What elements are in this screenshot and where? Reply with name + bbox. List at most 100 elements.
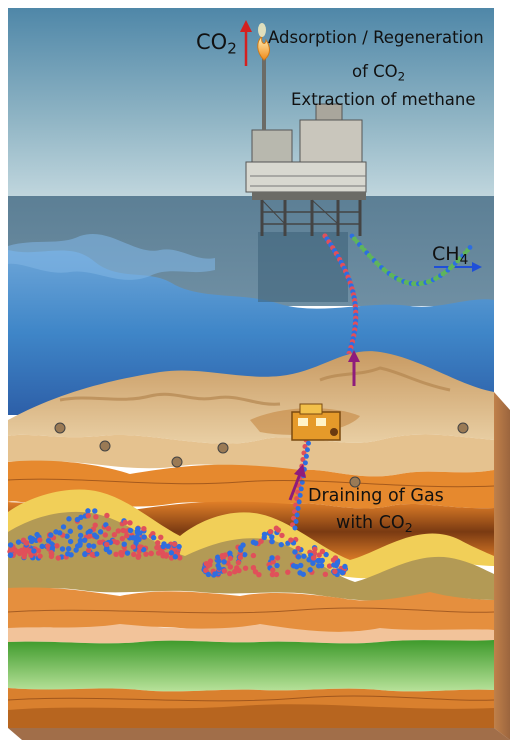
molecule-dot bbox=[296, 499, 302, 505]
molecule-dot bbox=[148, 550, 154, 557]
gas-molecules-right bbox=[201, 437, 349, 578]
molecule-dot bbox=[137, 530, 143, 536]
molecule-dot bbox=[82, 551, 88, 558]
molecule-dot bbox=[236, 567, 242, 574]
molecule-dot bbox=[48, 532, 54, 538]
molecule-dot bbox=[37, 537, 43, 543]
molecule-dot bbox=[319, 548, 326, 555]
molecule-dot bbox=[316, 552, 322, 558]
molecule-dot bbox=[97, 529, 104, 535]
molecule-dot bbox=[55, 555, 61, 561]
molecule-dot bbox=[267, 528, 274, 535]
molecule-dot bbox=[111, 532, 118, 538]
rock-layer-orange-1 bbox=[8, 460, 494, 509]
rock-layer-green bbox=[8, 640, 494, 692]
strata-lines bbox=[7, 478, 495, 702]
gas-flare-icon bbox=[257, 23, 270, 61]
molecule-dot bbox=[86, 542, 92, 549]
molecule-dot bbox=[305, 440, 311, 446]
molecule-dot bbox=[130, 544, 136, 550]
molecule-dot bbox=[104, 541, 110, 548]
molecule-dot bbox=[242, 565, 249, 571]
process-label-line2: of CO2 bbox=[352, 62, 406, 84]
molecule-dot bbox=[115, 528, 121, 534]
molecule-dot bbox=[334, 559, 341, 566]
molecule-dot bbox=[103, 522, 109, 528]
sand-layer bbox=[8, 434, 494, 477]
molecule-dot bbox=[92, 522, 98, 528]
molecule-dot bbox=[113, 551, 119, 558]
molecule-dot bbox=[332, 568, 338, 575]
molecule-dot bbox=[65, 546, 72, 552]
molecule-dot bbox=[90, 543, 97, 549]
molecule-dot bbox=[326, 563, 333, 569]
seabed-rig-icon bbox=[291, 403, 341, 441]
molecule-dot bbox=[330, 557, 337, 563]
molecule-dot bbox=[87, 533, 93, 539]
molecule-dot bbox=[256, 572, 262, 578]
molecule-dot bbox=[49, 545, 56, 551]
molecule-dot bbox=[302, 460, 308, 466]
molecule-dot bbox=[295, 554, 302, 560]
molecule-dot bbox=[301, 553, 307, 559]
molecule-dot bbox=[168, 550, 175, 556]
molecule-dot bbox=[39, 543, 45, 550]
molecule-dot bbox=[273, 571, 280, 578]
molecule-dot bbox=[77, 532, 84, 539]
molecule-dot bbox=[136, 536, 142, 543]
molecule-dot bbox=[104, 512, 110, 519]
molecule-dot bbox=[242, 551, 248, 558]
molecule-dot bbox=[293, 518, 299, 524]
molecule-dot bbox=[93, 534, 100, 540]
molecule-dot bbox=[7, 552, 14, 558]
molecule-dot bbox=[221, 568, 228, 574]
molecule-dot bbox=[67, 538, 74, 545]
molecule-dot bbox=[269, 555, 275, 561]
molecule-dot bbox=[92, 508, 98, 514]
molecule-dot bbox=[269, 534, 275, 540]
shoreline-light bbox=[8, 233, 215, 280]
molecule-dot bbox=[275, 527, 282, 533]
molecule-dot bbox=[135, 554, 141, 560]
molecule-dot bbox=[227, 555, 233, 562]
molecule-dot bbox=[315, 557, 321, 564]
molecule-dot bbox=[303, 453, 309, 459]
molecule-dot bbox=[315, 563, 322, 569]
molecule-dot bbox=[298, 562, 304, 569]
gas-up-arrow-upper bbox=[348, 350, 360, 386]
molecule-dot bbox=[127, 520, 133, 526]
molecule-dot bbox=[292, 549, 298, 555]
molecule-dot bbox=[150, 531, 156, 537]
molecule-dot bbox=[23, 540, 30, 546]
seabed-sand bbox=[8, 351, 494, 444]
molecule-dot bbox=[292, 525, 298, 531]
molecule-dot bbox=[103, 546, 110, 553]
molecule-dot bbox=[59, 546, 66, 552]
molecule-dot bbox=[298, 486, 304, 492]
molecule-dot bbox=[28, 552, 34, 559]
molecule-dot bbox=[339, 570, 346, 576]
molecule-dot bbox=[85, 508, 91, 514]
molecule-dot bbox=[105, 525, 112, 532]
block-bottom-face bbox=[8, 728, 510, 740]
molecule-dot bbox=[295, 545, 301, 552]
molecule-dot bbox=[250, 565, 257, 571]
molecule-dot bbox=[114, 539, 120, 546]
molecule-dot bbox=[250, 552, 257, 559]
molecule-dot bbox=[18, 547, 25, 554]
molecule-dot bbox=[216, 558, 222, 564]
molecule-dot bbox=[122, 519, 128, 526]
molecule-dot bbox=[74, 543, 81, 549]
block-side-face bbox=[494, 392, 510, 740]
seabed-wellheads bbox=[54, 422, 469, 488]
methane-label: CH4 bbox=[432, 243, 469, 269]
co2-emission-arrow bbox=[240, 20, 252, 66]
molecule-dot bbox=[205, 571, 212, 578]
molecule-dot bbox=[297, 492, 303, 498]
draining-label-line2: with CO2 bbox=[336, 513, 413, 535]
seabed-dunes bbox=[59, 366, 451, 406]
molecule-dot bbox=[137, 544, 143, 550]
molecule-dot bbox=[89, 551, 95, 558]
molecule-dot bbox=[64, 533, 70, 539]
